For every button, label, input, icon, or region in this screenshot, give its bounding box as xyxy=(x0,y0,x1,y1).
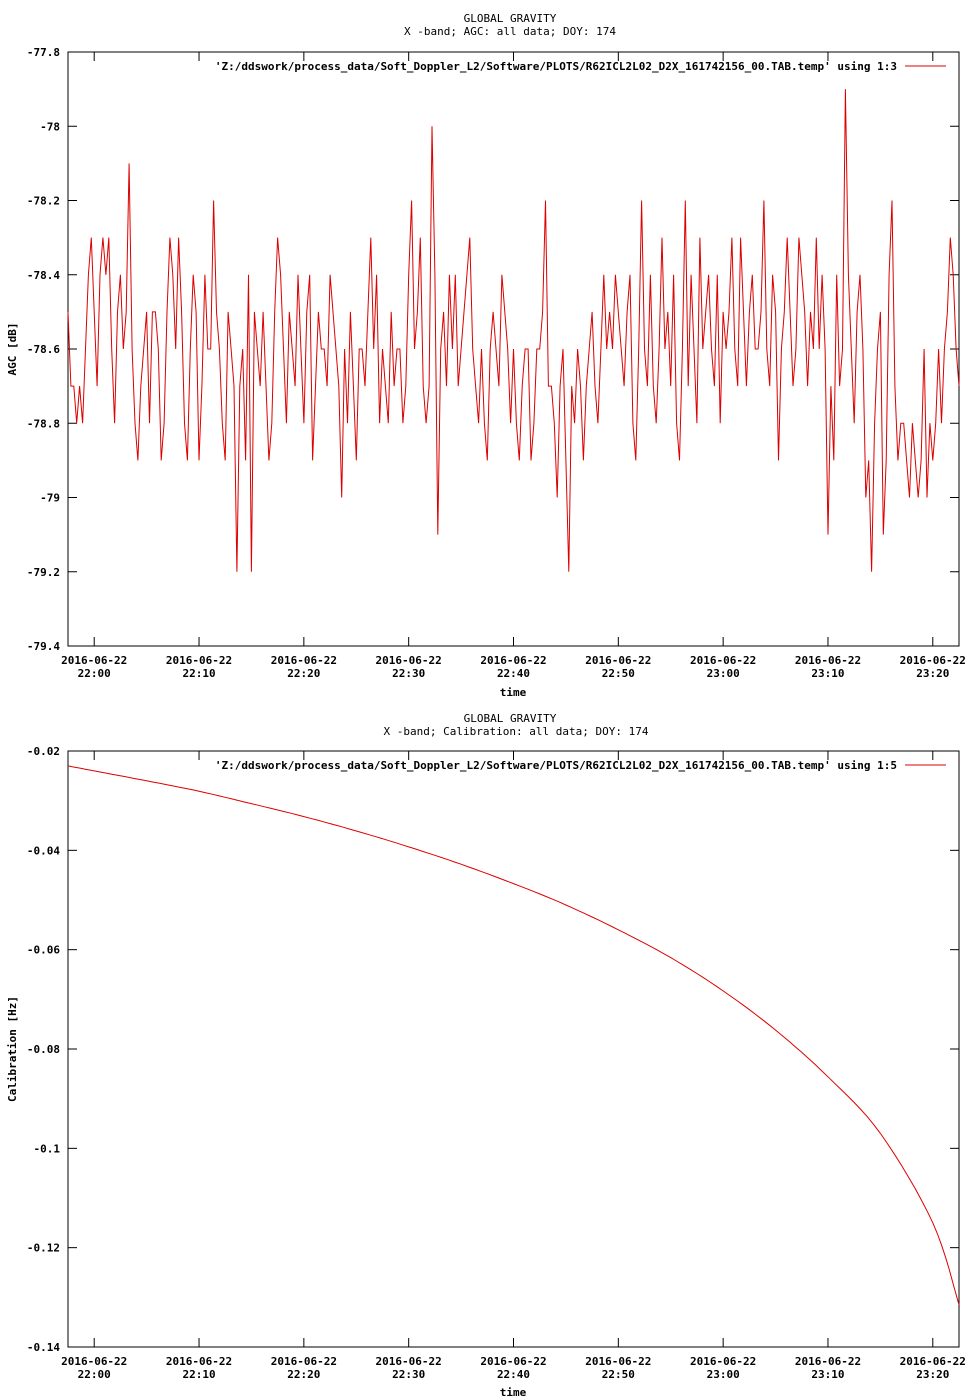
calibration-x-tick-time: 23:00 xyxy=(707,1368,740,1381)
agc-y-tick-label: -78.6 xyxy=(27,343,60,356)
calibration-y-tick-label: -0.14 xyxy=(27,1341,60,1354)
agc-y-tick-label: -77.8 xyxy=(27,46,60,59)
agc-x-tick-time: 23:10 xyxy=(811,667,844,680)
agc-y-tick-label: -78.2 xyxy=(27,195,60,208)
calibration-x-ticks: 2016-06-2222:002016-06-2222:102016-06-22… xyxy=(61,751,966,1381)
agc-legend-label: 'Z:/ddswork/process_data/Soft_Doppler_L2… xyxy=(215,60,897,73)
agc-y-ticks: -77.8 -78 -78.2 -78.4 -78.6 -78.8 -79 -79.2 -79.… xyxy=(27,46,959,653)
calibration-x-tick-time: 22:30 xyxy=(392,1368,425,1381)
agc-y-tick-label: -78 xyxy=(40,120,60,133)
agc-x-axis-label: time xyxy=(500,686,527,699)
calibration-x-tick-date: 2016-06-22 xyxy=(271,1355,337,1368)
agc-x-tick-time: 23:00 xyxy=(707,667,740,680)
calibration-x-tick-time: 23:10 xyxy=(811,1368,844,1381)
agc-x-tick-date: 2016-06-22 xyxy=(900,654,966,667)
calibration-x-tick-date: 2016-06-22 xyxy=(480,1355,546,1368)
agc-y-tick-label: -78.8 xyxy=(27,417,60,430)
calibration-chart: GLOBAL GRAVITY X -band; Calibration: all… xyxy=(6,712,966,1399)
calibration-x-tick-date: 2016-06-22 xyxy=(376,1355,442,1368)
calibration-x-tick-date: 2016-06-22 xyxy=(585,1355,651,1368)
agc-x-tick-time: 22:10 xyxy=(182,667,215,680)
calibration-x-tick-time: 22:50 xyxy=(602,1368,635,1381)
calibration-y-axis-label: Calibration [Hz] xyxy=(6,996,19,1102)
calibration-y-tick-label: -0.06 xyxy=(27,944,60,957)
calibration-series-line xyxy=(67,765,960,1305)
agc-chart: GLOBAL GRAVITY X -band; AGC: all data; D… xyxy=(6,12,966,699)
calibration-x-tick-time: 22:10 xyxy=(182,1368,215,1381)
calibration-x-tick-time: 22:40 xyxy=(497,1368,530,1381)
agc-y-tick-label: -78.4 xyxy=(27,269,60,282)
calibration-y-tick-label: -0.1 xyxy=(34,1142,61,1155)
calibration-x-tick-date: 2016-06-22 xyxy=(690,1355,756,1368)
agc-chart-subtitle: X -band; AGC: all data; DOY: 174 xyxy=(404,25,616,38)
calibration-x-tick-date: 2016-06-22 xyxy=(166,1355,232,1368)
agc-x-ticks: 2016-06-2222:002016-06-2222:102016-06-22… xyxy=(61,52,966,680)
agc-x-tick-date: 2016-06-22 xyxy=(690,654,756,667)
calibration-chart-subtitle: X -band; Calibration: all data; DOY: 174 xyxy=(384,725,649,738)
calibration-x-tick-date: 2016-06-22 xyxy=(900,1355,966,1368)
calibration-y-tick-label: -0.08 xyxy=(27,1043,60,1056)
agc-chart-title: GLOBAL GRAVITY xyxy=(464,12,557,25)
agc-x-tick-time: 22:30 xyxy=(392,667,425,680)
calibration-legend-label: 'Z:/ddswork/process_data/Soft_Doppler_L2… xyxy=(215,759,897,772)
agc-x-tick-date: 2016-06-22 xyxy=(376,654,442,667)
agc-x-tick-time: 22:00 xyxy=(78,667,111,680)
agc-x-tick-time: 23:20 xyxy=(916,667,949,680)
agc-x-tick-date: 2016-06-22 xyxy=(585,654,651,667)
calibration-y-tick-label: -0.04 xyxy=(27,844,60,857)
agc-x-tick-date: 2016-06-22 xyxy=(271,654,337,667)
calibration-x-tick-time: 22:00 xyxy=(78,1368,111,1381)
calibration-x-tick-time: 22:20 xyxy=(287,1368,320,1381)
calibration-x-tick-date: 2016-06-22 xyxy=(795,1355,861,1368)
calibration-x-axis-label: time xyxy=(500,1386,527,1399)
agc-legend: 'Z:/ddswork/process_data/Soft_Doppler_L2… xyxy=(215,60,946,73)
agc-y-axis-label: AGC [dB] xyxy=(6,323,19,376)
agc-series-line xyxy=(67,89,960,572)
agc-x-tick-time: 22:50 xyxy=(602,667,635,680)
calibration-chart-title: GLOBAL GRAVITY xyxy=(464,712,557,725)
calibration-y-ticks: -0.02 -0.04 -0.06 -0.08 -0.1 -0.12 -0.14 xyxy=(27,745,959,1354)
agc-x-tick-date: 2016-06-22 xyxy=(61,654,127,667)
agc-y-tick-label: -79 xyxy=(40,492,60,505)
agc-y-tick-label: -79.4 xyxy=(27,640,60,653)
agc-x-tick-time: 22:40 xyxy=(497,667,530,680)
agc-y-tick-label: -79.2 xyxy=(27,566,60,579)
agc-x-tick-date: 2016-06-22 xyxy=(480,654,546,667)
agc-x-tick-time: 22:20 xyxy=(287,667,320,680)
calibration-y-tick-label: -0.02 xyxy=(27,745,60,758)
calibration-x-tick-date: 2016-06-22 xyxy=(61,1355,127,1368)
agc-x-tick-date: 2016-06-22 xyxy=(166,654,232,667)
calibration-x-tick-time: 23:20 xyxy=(916,1368,949,1381)
agc-x-tick-date: 2016-06-22 xyxy=(795,654,861,667)
calibration-legend: 'Z:/ddswork/process_data/Soft_Doppler_L2… xyxy=(215,759,946,772)
calibration-y-tick-label: -0.12 xyxy=(27,1242,60,1255)
